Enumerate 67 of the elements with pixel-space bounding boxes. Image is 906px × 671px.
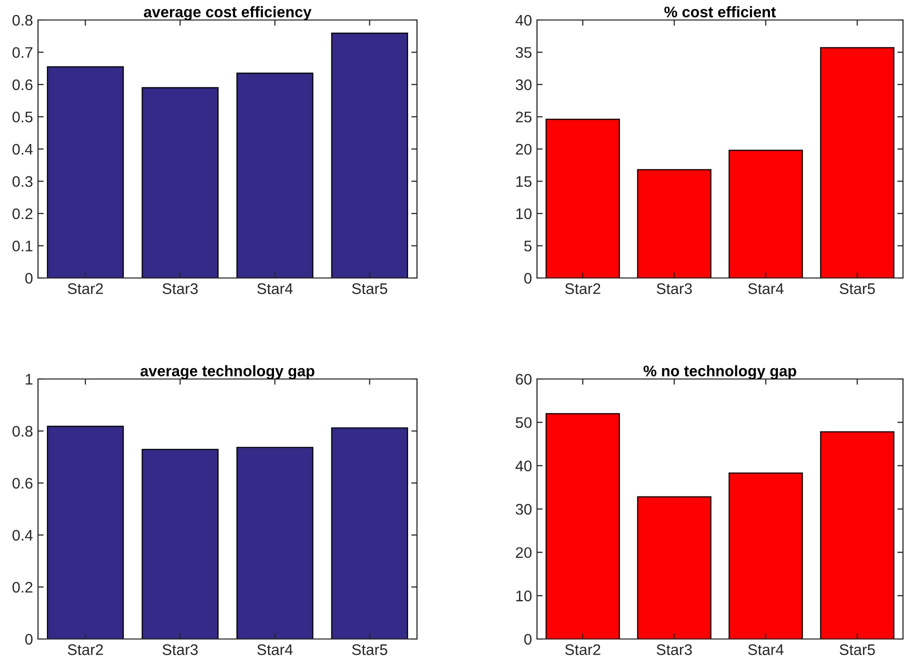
y-tick-label: 5	[524, 240, 532, 252]
y-tick-label: 0.4	[12, 144, 33, 155]
bar	[546, 118, 620, 278]
y-tick-label: 1	[26, 374, 32, 385]
bar	[46, 426, 124, 639]
x-tick-label: Star2	[565, 644, 600, 656]
bar	[728, 150, 803, 278]
y-tick-label: 50	[516, 417, 532, 428]
x-tick-label: Star4	[257, 283, 293, 294]
x-tick-label: Star5	[840, 283, 875, 294]
bar	[236, 446, 314, 639]
y-tick-label: 0.8	[12, 14, 32, 26]
y-tick-label: 0.7	[12, 47, 32, 58]
bar	[46, 66, 124, 278]
bar	[637, 169, 712, 278]
y-tick-label: 10	[516, 208, 532, 220]
y-tick-label: 0.2	[12, 208, 32, 220]
y-tick-label: 0.5	[12, 112, 32, 122]
y-tick-label: 40	[516, 460, 532, 472]
y-tick-label: 0.6	[12, 79, 32, 90]
x-tick-label: Star5	[352, 283, 388, 294]
y-tick-label: 0.6	[12, 478, 32, 489]
y-tick-label: 60	[516, 374, 532, 385]
bar	[331, 32, 408, 278]
y-tick-label: 0.4	[12, 530, 33, 541]
bar	[820, 47, 894, 278]
y-tick-label: 20	[516, 547, 532, 558]
y-tick-label: 25	[516, 112, 532, 122]
x-tick-label: Star4	[748, 644, 784, 656]
x-tick-label: Star2	[68, 283, 103, 294]
y-tick-label: 0	[25, 634, 33, 645]
y-tick-label: 0.3	[12, 176, 32, 187]
y-tick-label: 35	[516, 47, 532, 58]
x-tick-label: Star4	[257, 644, 293, 656]
chart-title: % cost efficient	[664, 6, 776, 18]
x-tick-label: Star5	[840, 644, 875, 656]
bar	[637, 496, 712, 639]
y-tick-label: 40	[516, 14, 532, 26]
y-tick-label: 20	[516, 144, 532, 155]
y-tick-label: 30	[516, 504, 532, 515]
chart-title: average cost efficiency	[144, 6, 312, 20]
y-tick-label: 30	[516, 79, 532, 90]
x-tick-label: Star2	[68, 644, 103, 656]
y-tick-label: 10	[516, 590, 532, 602]
x-tick-label: Star3	[162, 644, 198, 656]
bar	[142, 448, 219, 639]
x-tick-label: Star5	[352, 644, 388, 656]
y-tick-label: 0	[25, 272, 33, 284]
y-tick-label: 0.1	[12, 240, 32, 252]
bar	[142, 87, 219, 278]
y-tick-label: 0.8	[12, 426, 32, 437]
x-tick-label: Star3	[656, 283, 692, 294]
y-tick-label: 0	[524, 272, 532, 284]
chart-title: % no technology gap	[644, 365, 796, 380]
bar	[331, 427, 408, 639]
bar	[820, 431, 894, 639]
bar	[728, 472, 803, 639]
x-tick-label: Star4	[748, 283, 784, 294]
chart-title: average technology gap	[140, 365, 314, 380]
y-tick-label: 0.2	[12, 582, 32, 593]
bar	[236, 72, 314, 278]
y-tick-label: 0	[524, 634, 532, 645]
y-tick-label: 15	[516, 176, 532, 187]
bar	[546, 413, 620, 639]
x-tick-label: Star3	[656, 644, 692, 656]
x-tick-label: Star3	[162, 283, 198, 294]
x-tick-label: Star2	[565, 283, 600, 294]
